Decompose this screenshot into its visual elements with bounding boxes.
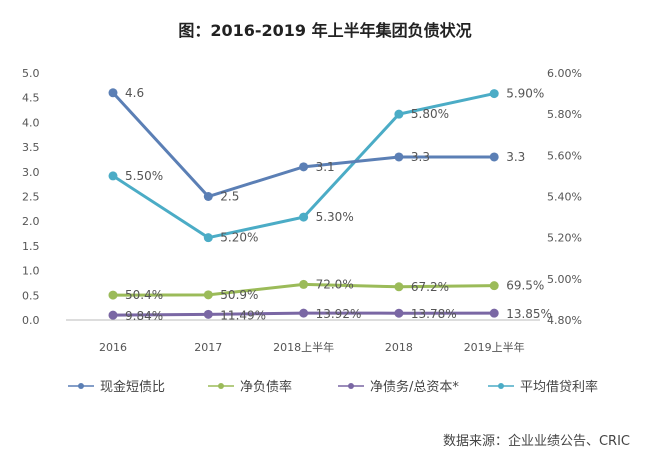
data-point [394, 109, 404, 119]
data-label: 5.20% [220, 231, 258, 245]
data-point [203, 233, 213, 243]
data-label: 9.84% [125, 309, 163, 323]
left-tick-label: 1.5 [22, 240, 40, 253]
x-tick-label: 2018上半年 [273, 340, 334, 354]
data-label: 3.3 [506, 150, 525, 164]
data-point [489, 89, 499, 99]
data-point [394, 282, 404, 292]
data-label: 5.50% [125, 169, 163, 183]
data-point [203, 309, 213, 319]
legend-marker [498, 383, 504, 389]
data-label: 3.3 [411, 150, 430, 164]
data-label: 13.85% [506, 307, 552, 321]
left-tick-label: 5.0 [22, 67, 40, 80]
left-tick-label: 4.0 [22, 116, 40, 129]
data-label: 5.30% [316, 210, 354, 224]
legend-label: 净负债率 [240, 379, 292, 395]
data-point [299, 162, 309, 172]
data-point [203, 192, 213, 201]
x-tick-label: 2016 [99, 341, 127, 354]
right-tick-label: 5.20% [547, 232, 582, 245]
x-tick-label: 2019上半年 [464, 340, 525, 354]
right-tick-label: 6.00% [547, 67, 582, 80]
data-point [108, 310, 118, 320]
left-tick-label: 1.0 [22, 265, 40, 278]
right-tick-label: 5.80% [547, 108, 582, 121]
data-label: 2.5 [220, 190, 239, 204]
x-tick-label: 2017 [194, 341, 222, 354]
left-tick-label: 3.5 [22, 141, 40, 154]
left-tick-label: 3.0 [22, 166, 40, 179]
data-point [489, 308, 499, 318]
legend-marker [348, 383, 354, 389]
data-label: 5.80% [411, 107, 449, 121]
data-label: 3.1 [316, 160, 335, 174]
data-label: 11.49% [220, 308, 266, 322]
data-point [299, 212, 309, 222]
legend-marker [218, 383, 224, 389]
left-tick-label: 0.5 [22, 289, 40, 302]
legend-label: 平均借贷利率 [520, 379, 598, 395]
data-point [299, 279, 309, 289]
legend-marker [78, 383, 84, 389]
legend-label: 现金短债比 [100, 379, 165, 395]
legend-label: 净债务/总资本* [370, 379, 459, 395]
data-label: 5.90% [506, 87, 544, 101]
data-label: 50.9% [220, 288, 258, 302]
data-point [299, 308, 309, 318]
data-label: 50.4% [125, 288, 163, 302]
source-note: 数据来源：企业业绩公告、CRIC [443, 433, 630, 449]
data-label: 13.78% [411, 307, 457, 321]
left-tick-label: 2.5 [22, 191, 40, 204]
data-label: 69.5% [506, 279, 544, 293]
x-tick-label: 2018 [385, 341, 413, 354]
data-point [394, 152, 404, 162]
data-label: 13.92% [316, 307, 362, 321]
data-point [489, 281, 499, 291]
data-point [108, 290, 118, 300]
right-tick-label: 5.00% [547, 273, 582, 286]
data-label: 72.0% [316, 277, 354, 291]
right-tick-label: 5.60% [547, 149, 582, 162]
right-tick-label: 5.40% [547, 191, 582, 204]
data-point [108, 88, 118, 98]
data-point [489, 152, 499, 162]
left-tick-label: 2.0 [22, 215, 40, 228]
left-tick-label: 4.5 [22, 92, 40, 105]
chart-title: 图：2016-2019 年上半年集团负债状况 [178, 21, 471, 40]
left-tick-label: 0.0 [22, 314, 40, 327]
data-point [394, 308, 404, 318]
data-label: 4.6 [125, 86, 144, 100]
data-label: 67.2% [411, 280, 449, 294]
right-tick-label: 4.80% [547, 314, 582, 327]
data-point [203, 290, 213, 300]
data-point [108, 171, 118, 181]
